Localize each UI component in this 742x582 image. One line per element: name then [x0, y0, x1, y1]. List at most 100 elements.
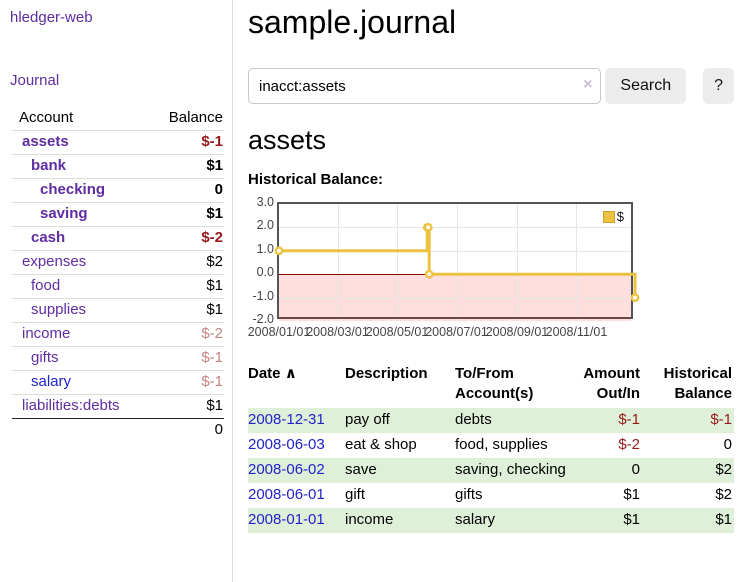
- historical-balance-chart: $3.02.01.00.0-1.0-2.02008/01/012008/03/0…: [248, 199, 734, 345]
- account-row: income $-2: [12, 323, 224, 347]
- register-cell-date: 2008-06-02: [248, 458, 345, 483]
- sort-asc-icon: ∧: [285, 365, 297, 382]
- register-row[interactable]: 2008-01-01incomesalary$1$1: [248, 508, 734, 533]
- y-axis-tick-label: 3.0: [248, 195, 274, 210]
- register-cell-balance: $1: [642, 508, 734, 533]
- y-axis-tick-label: 0.0: [248, 265, 274, 280]
- account-balance: $1: [146, 395, 224, 419]
- x-axis-tick-label: 2008/01/01: [248, 325, 311, 339]
- register-row[interactable]: 2008-12-31pay offdebts$-1$-1: [248, 408, 734, 433]
- transaction-date-link[interactable]: 2008-06-02: [248, 461, 325, 478]
- help-button[interactable]: ?: [703, 68, 734, 104]
- legend-swatch-icon: [603, 211, 615, 223]
- account-row: food $1: [12, 275, 224, 299]
- legend-label: $: [617, 209, 624, 224]
- x-axis-tick-label: 2008/05/01: [366, 325, 429, 339]
- register-cell-accounts: saving, checking: [455, 458, 575, 483]
- account-link[interactable]: checking: [40, 181, 105, 198]
- account-row: liabilities:debts $1: [12, 395, 224, 419]
- x-axis-tick-label: 2008/09/01: [486, 325, 549, 339]
- register-cell-balance: $2: [642, 483, 734, 508]
- app-brand-link[interactable]: hledger-web: [10, 9, 222, 26]
- data-point-marker: [276, 248, 282, 254]
- x-axis-tick-label: 2008/11/01: [546, 325, 608, 339]
- account-title: assets: [248, 125, 734, 156]
- accounts-total-value: 0: [146, 419, 224, 443]
- register-row[interactable]: 2008-06-01 giftgifts$1$2: [248, 483, 734, 508]
- account-balance: $-2: [146, 227, 224, 251]
- account-balance: $1: [146, 275, 224, 299]
- register-header-amount: Amount Out/In: [575, 362, 642, 408]
- account-link[interactable]: bank: [31, 157, 66, 174]
- account-balance: $-1: [146, 347, 224, 371]
- chart-plot-area[interactable]: $: [277, 202, 633, 319]
- transaction-date-link[interactable]: 2008-12-31: [248, 411, 325, 428]
- account-row: checking 0: [12, 179, 224, 203]
- clear-search-icon[interactable]: ×: [583, 76, 592, 94]
- account-link[interactable]: gifts: [31, 349, 59, 366]
- register-cell-description: income: [345, 508, 455, 533]
- account-balance: $1: [146, 203, 224, 227]
- transaction-date-link[interactable]: 2008-06-01: [248, 486, 325, 503]
- account-link[interactable]: saving: [40, 205, 88, 222]
- register-cell-date: 2008-01-01: [248, 508, 345, 533]
- account-row: supplies$1: [12, 299, 224, 323]
- account-link[interactable]: salary: [31, 373, 71, 390]
- transaction-date-link[interactable]: 2008-06-03: [248, 436, 325, 453]
- page-title: sample.journal: [248, 0, 734, 41]
- register-cell-amount: $1: [575, 508, 642, 533]
- register-cell-description: save: [345, 458, 455, 483]
- data-point-marker: [632, 294, 638, 300]
- chart-legend: $: [601, 208, 626, 225]
- y-axis-tick-label: 1.0: [248, 242, 274, 257]
- data-point-marker: [426, 271, 432, 277]
- register-row[interactable]: 2008-06-02 savesaving, checking0$2: [248, 458, 734, 483]
- register-table: Date ∧ Description To/From Account(s) Am…: [248, 362, 734, 533]
- register-cell-amount: $-1: [575, 408, 642, 433]
- account-row: salary $-1: [12, 371, 224, 395]
- account-balance: $2: [146, 251, 224, 275]
- account-row: gifts $-1: [12, 347, 224, 371]
- register-cell-description: gift: [345, 483, 455, 508]
- sidebar: hledger-web Journal Account Balance asse…: [0, 0, 233, 582]
- account-link[interactable]: food: [31, 277, 60, 294]
- register-cell-date: 2008-06-01: [248, 483, 345, 508]
- account-link[interactable]: liabilities:debts: [22, 397, 120, 414]
- account-row: cash $-2: [12, 227, 224, 251]
- transaction-date-link[interactable]: 2008-01-01: [248, 511, 325, 528]
- register-cell-amount: $-2: [575, 433, 642, 458]
- account-balance: $-2: [146, 323, 224, 347]
- chart-label: Historical Balance:: [248, 171, 734, 188]
- account-link[interactable]: expenses: [22, 253, 86, 270]
- register-header-description: Description: [345, 362, 455, 408]
- account-row: expenses $2: [12, 251, 224, 275]
- account-balance: $-1: [146, 371, 224, 395]
- accounts-header-account: Account: [12, 106, 146, 131]
- search-button[interactable]: Search: [605, 68, 686, 104]
- account-balance: 0: [146, 179, 224, 203]
- register-header-balance: Historical Balance: [642, 362, 734, 408]
- x-axis-tick-label: 2008/03/01: [306, 325, 369, 339]
- account-link[interactable]: supplies: [31, 301, 86, 318]
- register-row[interactable]: 2008-06-03eat & shopfood, supplies$-20: [248, 433, 734, 458]
- sidebar-item-journal[interactable]: Journal: [10, 72, 222, 89]
- accounts-total-row: 0: [12, 419, 224, 443]
- balance-series-line: [279, 204, 635, 321]
- register-cell-accounts: food, supplies: [455, 433, 575, 458]
- register-cell-description: pay off: [345, 408, 455, 433]
- register-cell-balance: $2: [642, 458, 734, 483]
- account-link[interactable]: cash: [31, 229, 65, 246]
- register-cell-balance: $-1: [642, 408, 734, 433]
- register-cell-description: eat & shop: [345, 433, 455, 458]
- register-header-date[interactable]: Date ∧: [248, 362, 345, 408]
- search-input[interactable]: [248, 68, 601, 104]
- register-cell-date: 2008-12-31: [248, 408, 345, 433]
- account-link[interactable]: assets: [22, 133, 69, 150]
- register-cell-accounts: debts: [455, 408, 575, 433]
- register-cell-amount: $1: [575, 483, 642, 508]
- register-cell-accounts: gifts: [455, 483, 575, 508]
- register-cell-amount: 0: [575, 458, 642, 483]
- x-axis-tick-label: 2008/07/01: [425, 325, 488, 339]
- account-balance: $1: [146, 155, 224, 179]
- account-link[interactable]: income: [22, 325, 70, 342]
